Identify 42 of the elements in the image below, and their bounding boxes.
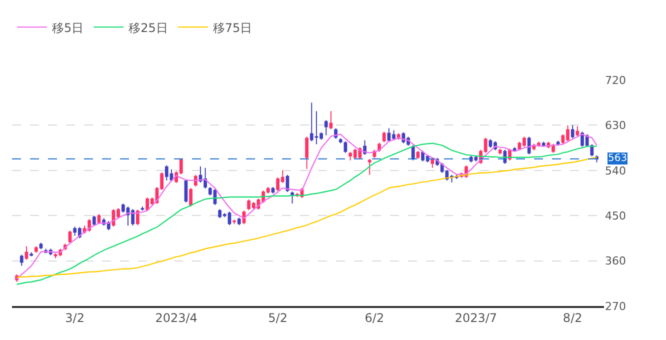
x-tick-label: 5/2 <box>268 311 288 326</box>
candlestick <box>382 131 386 143</box>
y-tick-label: 450 <box>605 209 626 222</box>
x-tick-label: 3/2 <box>65 311 84 326</box>
candlestick <box>416 150 420 160</box>
candlestick <box>329 110 333 130</box>
x-tick-label: 8/2 <box>562 311 582 326</box>
candlestick <box>140 206 144 212</box>
candlestick <box>30 252 34 257</box>
ref-line-label: 563 <box>608 153 628 164</box>
candlestick <box>411 144 415 161</box>
candlestick <box>92 215 96 226</box>
candlestick <box>498 148 502 155</box>
y-tick-label: 270 <box>605 300 626 313</box>
candlestick <box>338 138 342 144</box>
candlestick <box>324 120 328 136</box>
candlestick <box>368 158 372 176</box>
y-tick-label: 540 <box>605 164 626 178</box>
x-tick-label: 2023/4 <box>155 311 198 326</box>
candlestick <box>570 124 574 139</box>
candlestick <box>237 217 241 226</box>
y-tick-label: 630 <box>605 119 626 132</box>
candlestick <box>271 186 275 194</box>
candlestick <box>20 254 24 266</box>
candlestick <box>24 246 28 260</box>
candlestick <box>344 140 348 154</box>
candlestick <box>136 209 140 226</box>
candlestick <box>232 219 236 225</box>
candlestick <box>576 126 580 137</box>
candlestick <box>290 190 294 204</box>
legend-label: 移75日 <box>212 20 252 35</box>
x-tick-label: 2023/7 <box>454 311 498 326</box>
legend-label: 移5日 <box>52 20 84 35</box>
candlestick <box>34 246 38 254</box>
y-tick-label: 720 <box>605 74 626 87</box>
candlestick <box>527 136 531 155</box>
x-tick-label: 6/2 <box>364 311 384 326</box>
candlestick <box>305 136 308 170</box>
candlestick <box>39 242 43 250</box>
y-tick-label: 360 <box>605 254 626 268</box>
legend-label: 移25日 <box>128 20 168 35</box>
candlestick <box>189 187 192 208</box>
